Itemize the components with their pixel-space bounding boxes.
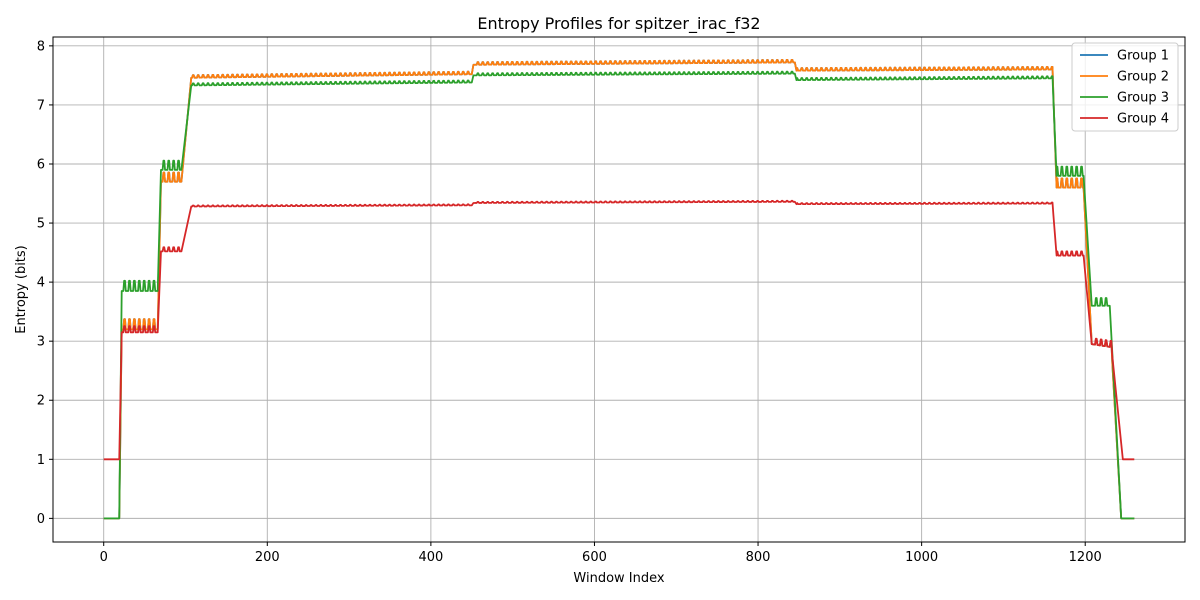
series-line-group-1: [103, 58, 1135, 520]
y-tick-label: 7: [37, 98, 45, 113]
legend-label: Group 1: [1117, 49, 1169, 64]
series-line-group-2: [103, 58, 1135, 520]
x-tick-label: 1000: [905, 550, 938, 565]
x-tick-label: 0: [100, 550, 108, 565]
legend-label: Group 3: [1117, 91, 1169, 106]
x-tick-label: 400: [418, 550, 443, 565]
y-tick-label: 2: [37, 394, 45, 409]
y-tick-label: 1: [37, 453, 45, 468]
grid: [53, 37, 1185, 542]
y-tick-label: 4: [37, 276, 45, 291]
x-tick-label: 200: [255, 550, 280, 565]
x-axis-ticks: 0 200 400 600 800 1000 1200: [100, 542, 1102, 565]
x-tick-label: 600: [582, 550, 607, 565]
x-tick-label: 1200: [1069, 550, 1102, 565]
x-axis-label: Window Index: [573, 571, 664, 586]
y-axis-ticks: 0 1 2 3 4 5 6 7 8: [37, 39, 53, 527]
plot-area-frame: [52, 36, 1186, 543]
series-lines: [103, 58, 1135, 520]
legend: Group 1 Group 2 Group 3 Group 4: [1071, 42, 1179, 132]
chart-title: Entropy Profiles for spitzer_irac_f32: [477, 14, 760, 34]
legend-label: Group 4: [1117, 112, 1169, 127]
y-tick-label: 5: [37, 217, 45, 232]
y-tick-label: 0: [37, 512, 45, 527]
y-tick-label: 6: [37, 157, 45, 172]
legend-label: Group 2: [1117, 70, 1169, 85]
legend-box: [1071, 42, 1179, 132]
series-line-group-3: [103, 70, 1135, 520]
y-tick-label: 3: [37, 335, 45, 350]
y-axis-label: Entropy (bits): [14, 245, 29, 334]
series-line-group-4: [103, 199, 1135, 461]
x-tick-label: 800: [746, 550, 771, 565]
y-tick-label: 8: [37, 39, 45, 54]
